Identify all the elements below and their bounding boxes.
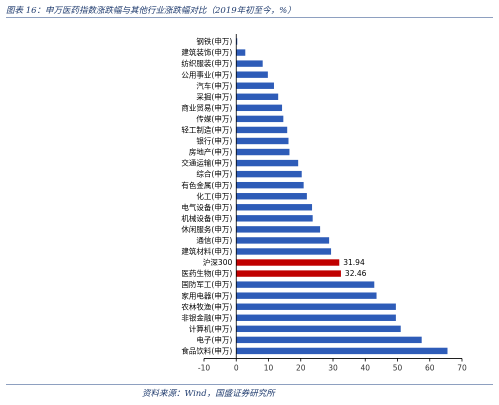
bar: [236, 314, 396, 321]
bar: [236, 148, 290, 156]
data-label: 32.46: [345, 269, 367, 278]
bar: [236, 292, 377, 299]
category-label: 机械设备(申万): [181, 213, 232, 223]
category-label: 通信(申万): [196, 235, 232, 245]
category-label: 医药生物(申万): [181, 268, 232, 278]
bar: [236, 303, 396, 310]
bar: [236, 82, 274, 89]
bar: [236, 104, 283, 112]
bar: [236, 159, 299, 167]
category-label: 建筑材料(申万): [181, 246, 232, 256]
x-tick-label: 60: [425, 363, 435, 372]
category-label: 农林牧渔(申万): [181, 301, 232, 311]
bar: [236, 170, 302, 178]
x-tick-label: 0: [234, 363, 239, 372]
category-label: 休闲服务(申万): [181, 224, 232, 234]
category-label: 建筑装饰(申万): [181, 47, 232, 57]
x-tick-label: 30: [328, 363, 338, 372]
chart-source: 资料来源：Wind，国盛证券研究所: [142, 389, 275, 399]
category-label: 电子(申万): [196, 334, 232, 344]
category-label: 银行(申万): [196, 136, 232, 146]
bar: [236, 259, 340, 266]
bar: [236, 347, 448, 355]
category-label: 钢铁(申万): [196, 36, 232, 46]
category-label: 传媒(申万): [196, 113, 232, 123]
bar: [236, 248, 332, 255]
bar: [236, 115, 284, 123]
category-label: 公用事业(申万): [181, 69, 232, 79]
category-label: 电气设备(申万): [181, 202, 232, 212]
category-label: 综合(申万): [196, 169, 232, 179]
data-label: 31.94: [343, 258, 365, 267]
category-label: 房地产(申万): [189, 147, 232, 157]
bar: [236, 38, 238, 45]
category-label: 沪深300: [203, 257, 233, 267]
category-label: 商业贸易(申万): [181, 102, 232, 112]
category-label: 非银金融(申万): [181, 312, 232, 322]
bar: [236, 126, 288, 134]
category-label: 有色金属(申万): [181, 180, 232, 190]
bar: [236, 204, 313, 211]
category-label: 国防军工(申万): [181, 279, 232, 289]
category-label: 食品饮料(申万): [181, 346, 232, 356]
bar: [236, 181, 304, 189]
x-tick-label: 40: [360, 363, 370, 372]
bar: [236, 215, 313, 222]
category-label: 采掘(申万): [196, 91, 232, 101]
category-label: 汽车(申万): [196, 80, 232, 90]
bar: [236, 226, 321, 233]
footer-divider: [6, 384, 493, 385]
bar: [236, 336, 422, 344]
bar: [236, 137, 289, 145]
bar: [236, 325, 401, 333]
category-label: 纺织服装(申万): [181, 58, 232, 68]
category-label: 轻工制造(申万): [181, 125, 232, 135]
x-tick-label: 10: [264, 363, 274, 372]
title-divider: [6, 17, 493, 18]
x-tick-label: 20: [296, 363, 306, 372]
category-label: 家用电器(申万): [181, 290, 232, 300]
x-tick-label: 50: [393, 363, 403, 372]
bar: [236, 281, 375, 288]
bar: [236, 60, 263, 67]
bar: [236, 237, 330, 244]
x-tick-label: 70: [457, 363, 467, 372]
category-label: 交通运输(申万): [181, 158, 232, 168]
category-label: 计算机(申万): [189, 323, 232, 333]
bar: [236, 270, 341, 277]
bar: [236, 193, 307, 200]
x-tick-label: -10: [198, 363, 210, 372]
category-label: 化工(申万): [196, 191, 232, 201]
bar: [236, 49, 246, 56]
bar: [236, 71, 268, 78]
chart-title: 图表 16：申万医药指数涨跌幅与其他行业涨跌幅对比（2019年初至今，%）: [6, 6, 296, 16]
bar: [236, 93, 279, 100]
